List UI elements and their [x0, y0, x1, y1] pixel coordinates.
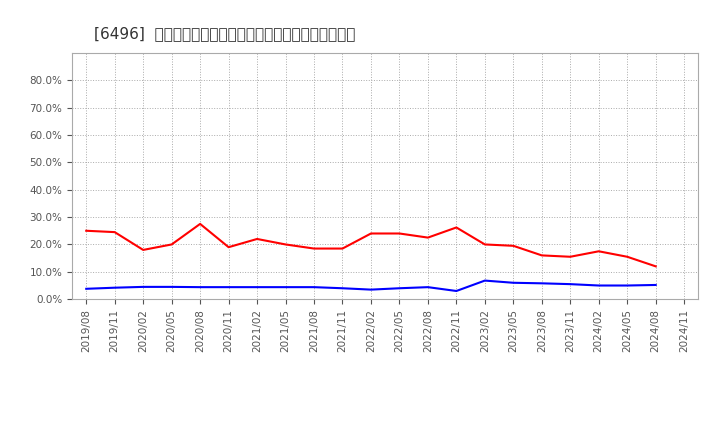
現顔金	[82, 228, 91, 233]
有利子負債	[652, 282, 660, 288]
現顔金	[253, 236, 261, 242]
有利子負債	[395, 286, 404, 291]
有利子負債	[566, 282, 575, 287]
Line: 有利子負債: 有利子負債	[86, 281, 656, 291]
有利子負債	[282, 285, 290, 290]
有利子負債	[167, 284, 176, 290]
現顔金	[338, 246, 347, 251]
現顔金	[623, 254, 631, 260]
現顔金	[452, 225, 461, 230]
現顔金	[167, 242, 176, 247]
現顔金	[566, 254, 575, 260]
現顔金	[509, 243, 518, 249]
現顔金	[225, 245, 233, 250]
有利子負債	[310, 285, 318, 290]
現顔金	[196, 221, 204, 227]
現顔金	[310, 246, 318, 251]
Text: [6496]  現顔金、有利子負債の総資産に対する比率の推移: [6496] 現顔金、有利子負債の総資産に対する比率の推移	[94, 26, 355, 41]
現顔金	[652, 264, 660, 269]
有利子負債	[623, 283, 631, 288]
有利子負債	[423, 285, 432, 290]
現顔金	[110, 230, 119, 235]
有利子負債	[139, 284, 148, 290]
現顔金	[480, 242, 489, 247]
有利子負債	[225, 285, 233, 290]
現顔金	[537, 253, 546, 258]
有利子負債	[509, 280, 518, 286]
有利子負債	[452, 288, 461, 293]
有利子負債	[196, 285, 204, 290]
有利子負債	[480, 278, 489, 283]
有利子負債	[595, 283, 603, 288]
有利子負債	[338, 286, 347, 291]
現顔金	[282, 242, 290, 247]
現顔金	[423, 235, 432, 240]
有利子負債	[537, 281, 546, 286]
有利子負債	[253, 285, 261, 290]
有利子負債	[82, 286, 91, 291]
現顔金	[366, 231, 375, 236]
Line: 現顔金: 現顔金	[86, 224, 656, 266]
現顔金	[139, 247, 148, 253]
現顔金	[395, 231, 404, 236]
有利子負債	[110, 285, 119, 290]
現顔金	[595, 249, 603, 254]
有利子負債	[366, 287, 375, 292]
